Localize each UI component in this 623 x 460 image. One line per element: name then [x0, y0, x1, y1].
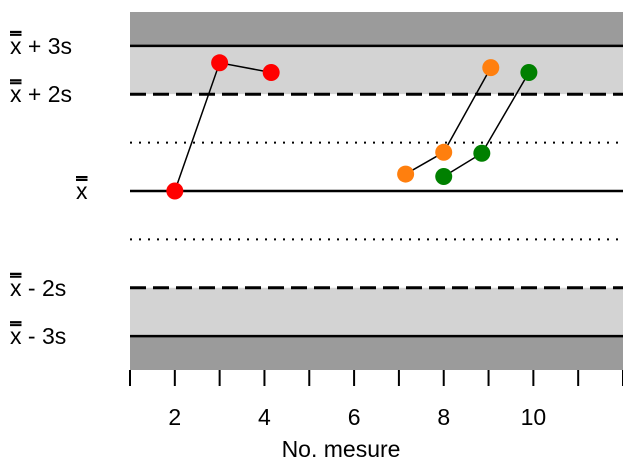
x-axis: 2 4 6 8 10	[129, 370, 623, 430]
band-4	[130, 336, 623, 370]
data-point-2-1	[473, 144, 491, 162]
x-bar-symbol: x	[10, 323, 22, 349]
y-label-suffix: + 2s	[22, 81, 73, 107]
x-bar-symbol: x	[76, 178, 88, 204]
x-tick-label-1: 4	[258, 404, 271, 430]
y-label-1: x + 2s	[10, 81, 72, 107]
x-bar-symbol: x	[10, 275, 22, 301]
y-label-suffix: + 3s	[22, 33, 73, 59]
x-axis-title: No. mesure	[282, 436, 401, 460]
data-point-2-0	[435, 167, 453, 185]
data-point-1-0	[397, 165, 415, 183]
data-series	[166, 54, 538, 200]
x-tick-label-4: 10	[521, 404, 547, 430]
data-point-1-1	[435, 143, 453, 161]
reference-lines	[130, 44, 623, 338]
data-point-0-0	[166, 182, 184, 200]
y-label-0: x + 3s	[10, 33, 72, 59]
data-point-0-1	[211, 54, 229, 72]
band-1	[130, 45, 623, 95]
y-label-suffix: - 2s	[22, 275, 67, 301]
y-label-suffix: - 3s	[22, 323, 67, 349]
y-label-2: x	[76, 178, 88, 204]
x-tick-label-2: 6	[348, 404, 361, 430]
x-bar-symbol: x	[10, 33, 22, 59]
x-tick-label-3: 8	[437, 404, 450, 430]
x-tick-label-0: 2	[168, 404, 181, 430]
band-3	[130, 287, 623, 337]
band-0	[130, 12, 623, 46]
data-point-2-2	[520, 63, 538, 81]
data-point-1-2	[482, 59, 500, 77]
y-label-4: x - 3s	[10, 323, 66, 349]
y-label-3: x - 2s	[10, 275, 66, 301]
x-bar-symbol: x	[10, 81, 22, 107]
data-point-0-2	[262, 63, 280, 81]
